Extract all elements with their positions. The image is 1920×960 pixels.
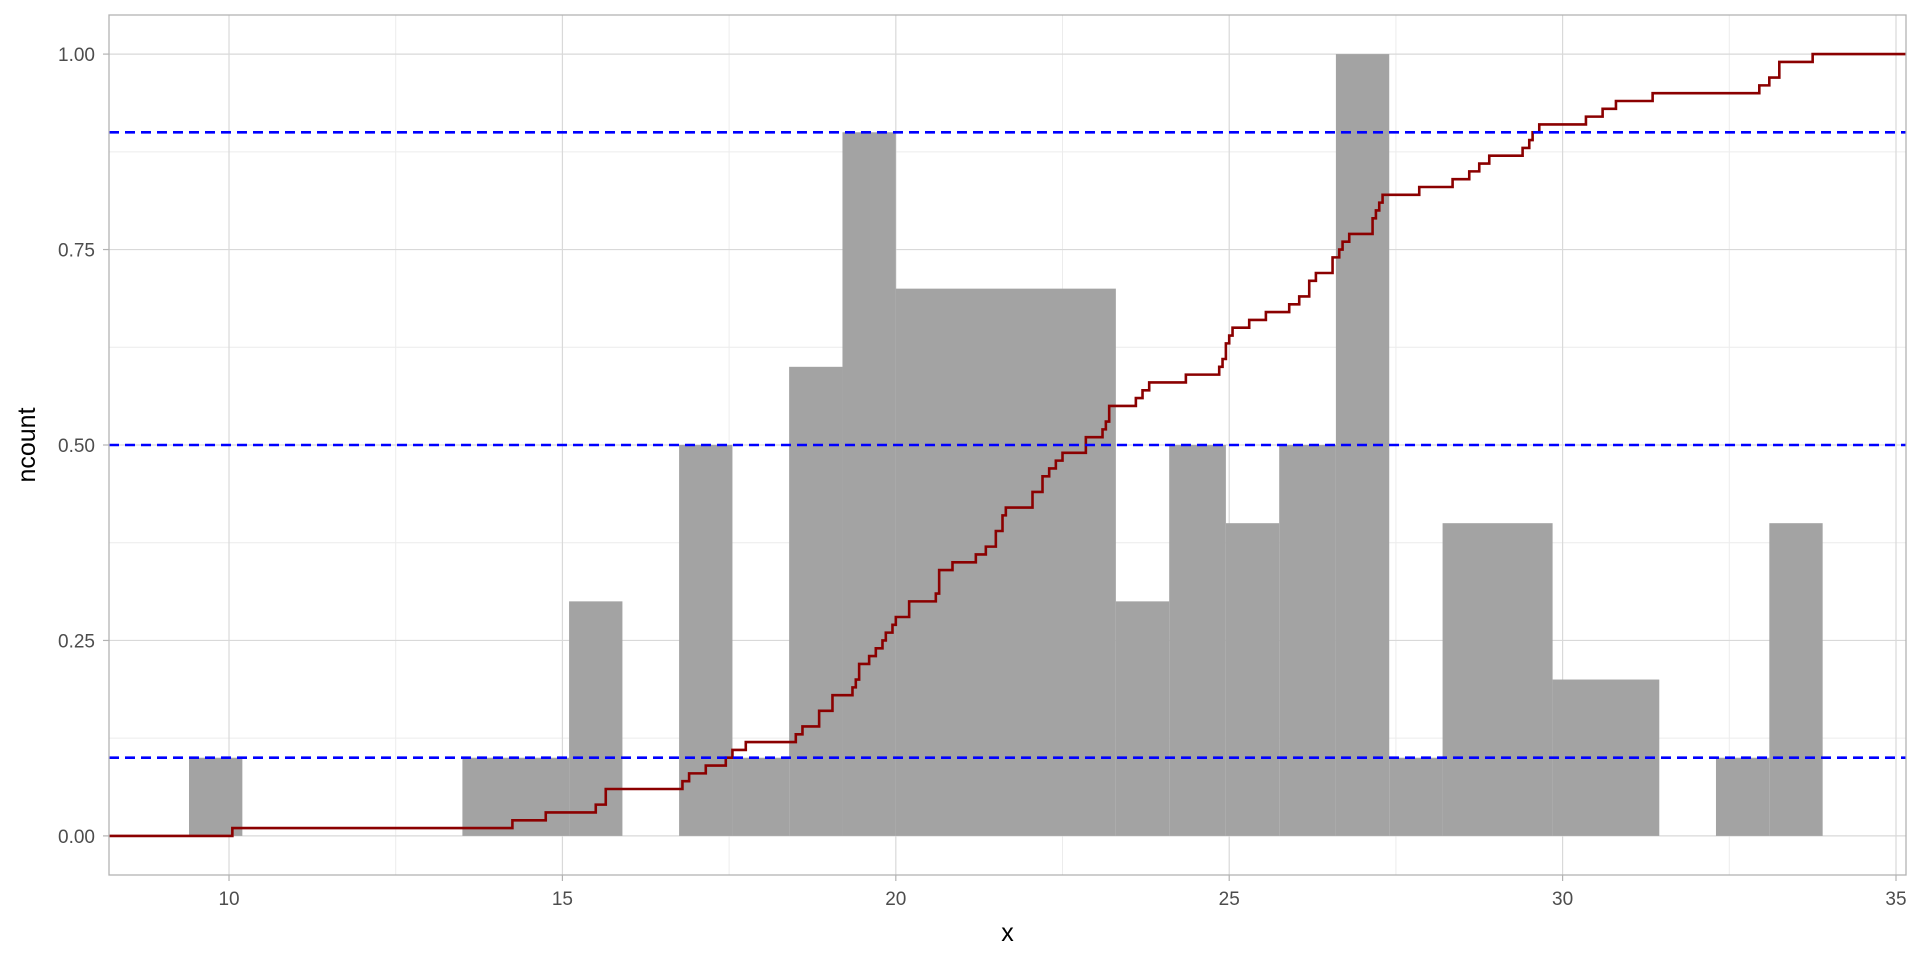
reference-lines <box>109 130 1906 760</box>
ecdf-step-line <box>109 52 1906 838</box>
y-tick-label: 1.00 <box>58 45 95 66</box>
histogram-bar <box>1115 601 1170 836</box>
histogram-bar <box>1769 523 1823 836</box>
ecdf-line <box>109 52 1906 838</box>
x-tick-label: 10 <box>218 889 239 910</box>
y-axis-title: ncount <box>13 407 41 482</box>
y-tick-label: 0.25 <box>58 631 95 652</box>
x-axis-ticks: 10 15 20 25 30 35 <box>218 875 1907 910</box>
histogram-bar <box>789 366 843 836</box>
y-tick-label: 0.00 <box>58 827 95 848</box>
x-tick-label: 25 <box>1219 889 1240 910</box>
x-tick-label: 30 <box>1552 889 1573 910</box>
histogram-bar <box>1442 523 1553 836</box>
y-axis-ticks: 0.00 0.25 0.50 0.75 1.00 <box>58 45 109 848</box>
histogram-bar <box>842 132 896 836</box>
histogram-bar <box>895 288 1116 836</box>
histogram-bar <box>1715 757 1770 836</box>
x-axis-title: x <box>1001 919 1014 947</box>
histogram-bar <box>732 757 790 836</box>
histogram-bar <box>189 757 243 836</box>
histogram-bar <box>1169 445 1226 836</box>
y-tick-label: 0.75 <box>58 241 95 262</box>
histogram-bar <box>569 601 623 836</box>
x-tick-label: 35 <box>1885 889 1906 910</box>
y-tick-label: 0.50 <box>58 436 95 457</box>
x-tick-label: 15 <box>552 889 573 910</box>
histogram-bar <box>1279 445 1336 836</box>
x-tick-label: 20 <box>885 889 906 910</box>
histogram-bar <box>462 757 570 836</box>
histogram-bar <box>1225 523 1280 836</box>
histogram-bar <box>679 445 733 836</box>
histogram-bar <box>1389 757 1443 836</box>
